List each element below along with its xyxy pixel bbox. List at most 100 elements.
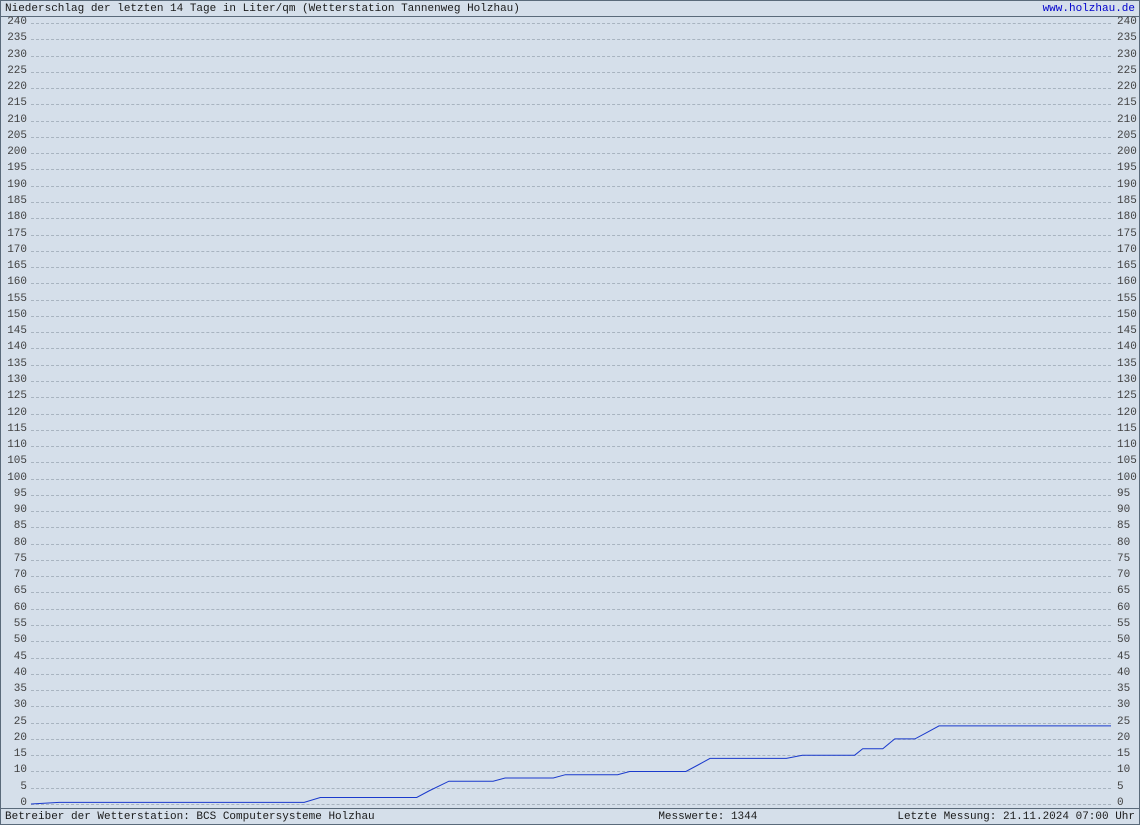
ytick-left: 110 bbox=[5, 440, 27, 451]
ytick-left: 210 bbox=[5, 115, 27, 126]
ytick-left: 10 bbox=[5, 765, 27, 776]
ytick-left: 185 bbox=[5, 196, 27, 207]
ytick-left: 195 bbox=[5, 163, 27, 174]
ytick-left: 125 bbox=[5, 391, 27, 402]
ytick-right: 100 bbox=[1117, 473, 1137, 484]
ytick-left: 135 bbox=[5, 359, 27, 370]
ytick-left: 225 bbox=[5, 66, 27, 77]
ytick-right: 150 bbox=[1117, 310, 1137, 321]
ytick-right: 235 bbox=[1117, 33, 1137, 44]
ytick-right: 175 bbox=[1117, 229, 1137, 240]
ytick-right: 240 bbox=[1117, 17, 1137, 28]
ytick-left: 95 bbox=[5, 489, 27, 500]
data-line bbox=[31, 23, 1111, 804]
ytick-right: 190 bbox=[1117, 180, 1137, 191]
ytick-right: 185 bbox=[1117, 196, 1137, 207]
precipitation-chart: Niederschlag der letzten 14 Tage in Lite… bbox=[0, 0, 1140, 825]
chart-header: Niederschlag der letzten 14 Tage in Lite… bbox=[1, 1, 1139, 17]
ytick-right: 125 bbox=[1117, 391, 1137, 402]
ytick-left: 85 bbox=[5, 521, 27, 532]
ytick-left: 40 bbox=[5, 668, 27, 679]
ytick-right: 50 bbox=[1117, 635, 1130, 646]
ytick-left: 75 bbox=[5, 554, 27, 565]
ytick-right: 65 bbox=[1117, 586, 1130, 597]
ytick-right: 40 bbox=[1117, 668, 1130, 679]
ytick-left: 150 bbox=[5, 310, 27, 321]
ytick-left: 50 bbox=[5, 635, 27, 646]
ytick-left: 220 bbox=[5, 82, 27, 93]
ytick-left: 200 bbox=[5, 147, 27, 158]
ytick-left: 165 bbox=[5, 261, 27, 272]
ytick-right: 210 bbox=[1117, 115, 1137, 126]
ytick-right: 225 bbox=[1117, 66, 1137, 77]
ytick-left: 15 bbox=[5, 749, 27, 760]
last-measurement-label: Letzte Messung: 21.11.2024 07:00 Uhr bbox=[897, 811, 1135, 823]
ytick-right: 80 bbox=[1117, 538, 1130, 549]
ytick-right: 135 bbox=[1117, 359, 1137, 370]
ytick-left: 80 bbox=[5, 538, 27, 549]
ytick-left: 35 bbox=[5, 684, 27, 695]
ytick-right: 105 bbox=[1117, 456, 1137, 467]
ytick-left: 105 bbox=[5, 456, 27, 467]
ytick-left: 130 bbox=[5, 375, 27, 386]
ytick-left: 160 bbox=[5, 277, 27, 288]
ytick-left: 170 bbox=[5, 245, 27, 256]
ytick-left: 115 bbox=[5, 424, 27, 435]
ytick-right: 25 bbox=[1117, 717, 1130, 728]
ytick-left: 55 bbox=[5, 619, 27, 630]
ytick-right: 130 bbox=[1117, 375, 1137, 386]
measurements-label: Messwerte: 1344 bbox=[658, 811, 897, 823]
ytick-right: 55 bbox=[1117, 619, 1130, 630]
ytick-right: 170 bbox=[1117, 245, 1137, 256]
ytick-right: 215 bbox=[1117, 98, 1137, 109]
ytick-right: 200 bbox=[1117, 147, 1137, 158]
gridline bbox=[31, 804, 1111, 805]
ytick-right: 35 bbox=[1117, 684, 1130, 695]
source-link[interactable]: www.holzhau.de bbox=[1043, 3, 1135, 15]
ytick-left: 235 bbox=[5, 33, 27, 44]
chart-footer: Betreiber der Wetterstation: BCS Compute… bbox=[1, 808, 1139, 824]
ytick-right: 95 bbox=[1117, 489, 1130, 500]
ytick-left: 175 bbox=[5, 229, 27, 240]
ytick-left: 230 bbox=[5, 50, 27, 61]
chart-title: Niederschlag der letzten 14 Tage in Lite… bbox=[5, 3, 520, 15]
ytick-left: 30 bbox=[5, 700, 27, 711]
ytick-right: 230 bbox=[1117, 50, 1137, 61]
ytick-left: 65 bbox=[5, 586, 27, 597]
ytick-right: 195 bbox=[1117, 163, 1137, 174]
ytick-right: 15 bbox=[1117, 749, 1130, 760]
ytick-left: 205 bbox=[5, 131, 27, 142]
ytick-right: 30 bbox=[1117, 700, 1130, 711]
ytick-right: 155 bbox=[1117, 294, 1137, 305]
ytick-right: 10 bbox=[1117, 765, 1130, 776]
plot-area bbox=[31, 23, 1111, 804]
ytick-right: 140 bbox=[1117, 342, 1137, 353]
ytick-right: 20 bbox=[1117, 733, 1130, 744]
ytick-right: 205 bbox=[1117, 131, 1137, 142]
ytick-left: 155 bbox=[5, 294, 27, 305]
ytick-left: 60 bbox=[5, 603, 27, 614]
operator-label: Betreiber der Wetterstation: BCS Compute… bbox=[5, 811, 658, 823]
ytick-right: 165 bbox=[1117, 261, 1137, 272]
ytick-right: 75 bbox=[1117, 554, 1130, 565]
ytick-right: 180 bbox=[1117, 212, 1137, 223]
ytick-left: 45 bbox=[5, 652, 27, 663]
ytick-left: 190 bbox=[5, 180, 27, 191]
ytick-left: 5 bbox=[5, 782, 27, 793]
ytick-left: 215 bbox=[5, 98, 27, 109]
ytick-right: 5 bbox=[1117, 782, 1124, 793]
ytick-right: 110 bbox=[1117, 440, 1137, 451]
ytick-right: 85 bbox=[1117, 521, 1130, 532]
precipitation-polyline bbox=[31, 726, 1111, 804]
ytick-left: 140 bbox=[5, 342, 27, 353]
ytick-right: 60 bbox=[1117, 603, 1130, 614]
ytick-left: 180 bbox=[5, 212, 27, 223]
ytick-left: 145 bbox=[5, 326, 27, 337]
ytick-right: 145 bbox=[1117, 326, 1137, 337]
ytick-left: 70 bbox=[5, 570, 27, 581]
ytick-left: 120 bbox=[5, 408, 27, 419]
ytick-left: 20 bbox=[5, 733, 27, 744]
ytick-right: 160 bbox=[1117, 277, 1137, 288]
ytick-left: 25 bbox=[5, 717, 27, 728]
ytick-right: 90 bbox=[1117, 505, 1130, 516]
